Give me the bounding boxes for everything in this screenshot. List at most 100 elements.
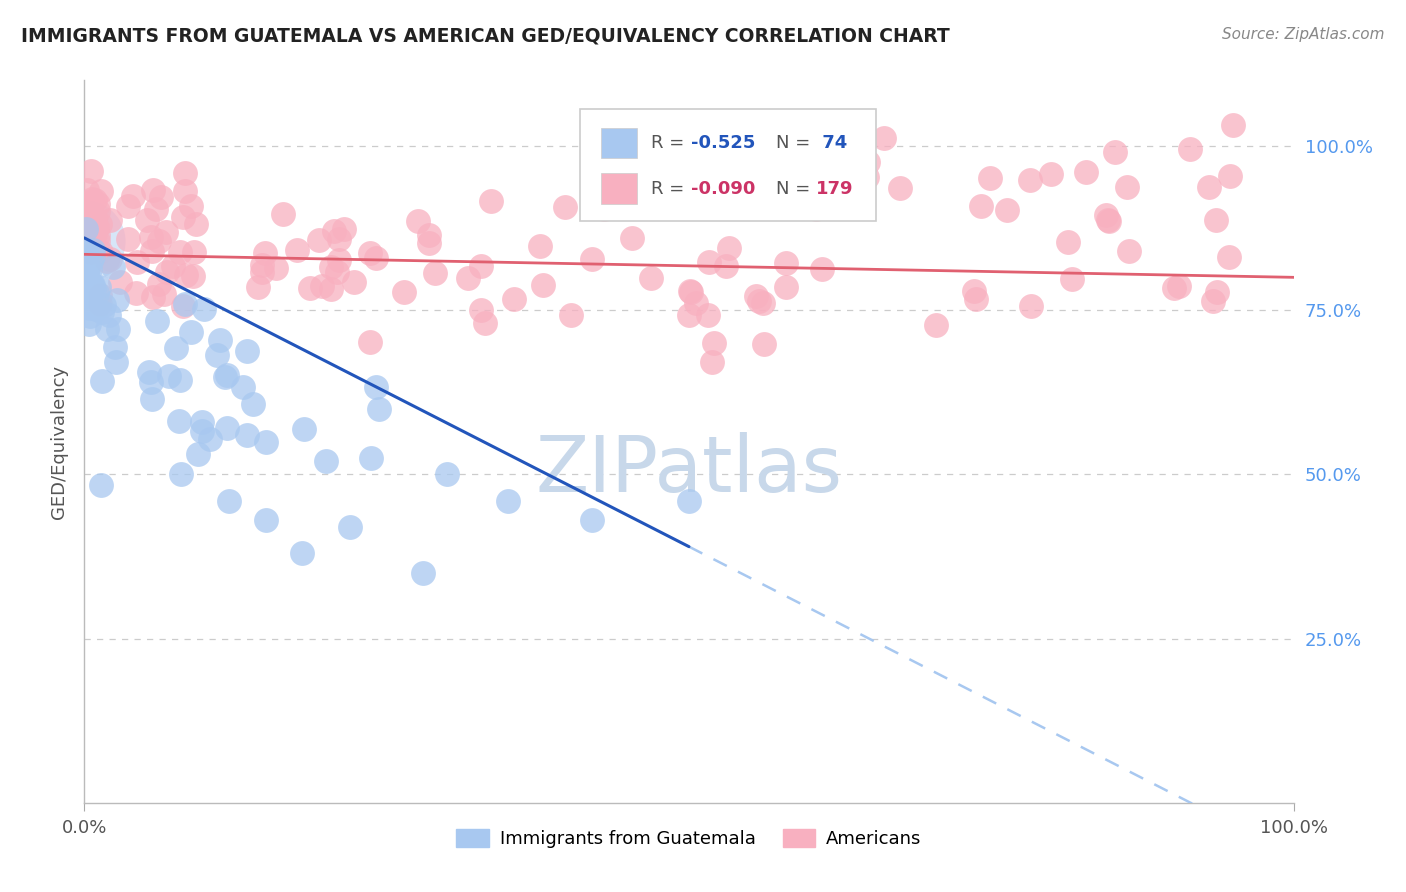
- Point: [236, 428, 259, 442]
- Point: [250, 265, 273, 279]
- Point: [169, 373, 191, 387]
- Point: [273, 207, 295, 221]
- Point: [98, 308, 121, 322]
- Point: [180, 325, 202, 339]
- Point: [965, 292, 987, 306]
- Point: [172, 210, 194, 224]
- Point: [681, 285, 703, 299]
- Point: [775, 256, 797, 270]
- Point: [1118, 244, 1140, 258]
- Point: [496, 493, 519, 508]
- Point: [592, 202, 614, 217]
- Point: [367, 401, 389, 416]
- Legend: Immigrants from Guatemala, Americans: Immigrants from Guatemala, Americans: [450, 822, 928, 855]
- Point: [108, 275, 131, 289]
- Point: [80, 254, 103, 268]
- Point: [146, 314, 169, 328]
- Point: [208, 333, 231, 347]
- Point: [679, 284, 702, 298]
- Point: [1074, 165, 1097, 179]
- Point: [75, 235, 97, 250]
- Point: [581, 252, 603, 266]
- Point: [702, 355, 724, 369]
- Point: [141, 244, 163, 258]
- Point: [80, 214, 103, 228]
- Point: [831, 194, 853, 209]
- Point: [173, 165, 195, 179]
- Point: [155, 225, 177, 239]
- Point: [75, 265, 97, 279]
- Point: [333, 221, 356, 235]
- Point: [181, 269, 204, 284]
- Point: [193, 302, 215, 317]
- Point: [75, 196, 97, 211]
- Point: [360, 450, 382, 465]
- Point: [83, 282, 105, 296]
- Point: [167, 414, 190, 428]
- Point: [80, 278, 103, 293]
- Point: [962, 284, 984, 298]
- Point: [84, 193, 107, 207]
- Point: [87, 203, 110, 218]
- Point: [323, 224, 346, 238]
- Point: [412, 566, 434, 580]
- Point: [117, 199, 139, 213]
- Point: [326, 265, 349, 279]
- Point: [855, 169, 877, 184]
- Point: [89, 297, 111, 311]
- Point: [87, 227, 110, 242]
- Point: [77, 226, 100, 240]
- Text: Source: ZipAtlas.com: Source: ZipAtlas.com: [1222, 27, 1385, 42]
- Point: [328, 252, 350, 267]
- Point: [969, 199, 991, 213]
- Point: [75, 221, 97, 235]
- Point: [343, 276, 366, 290]
- Point: [748, 293, 770, 308]
- Point: [83, 217, 105, 231]
- Point: [180, 199, 202, 213]
- Point: [89, 217, 111, 231]
- Point: [247, 280, 270, 294]
- Point: [198, 432, 221, 446]
- Point: [141, 376, 163, 390]
- Point: [174, 268, 197, 282]
- Point: [191, 425, 214, 439]
- Point: [77, 197, 100, 211]
- Y-axis label: GED/Equivalency: GED/Equivalency: [49, 365, 67, 518]
- Point: [75, 202, 97, 217]
- Point: [804, 158, 827, 172]
- Point: [75, 207, 97, 221]
- Point: [76, 203, 98, 218]
- Point: [1056, 235, 1078, 249]
- Text: 74: 74: [815, 134, 848, 153]
- Point: [481, 194, 503, 208]
- Text: R =: R =: [651, 179, 690, 198]
- Point: [75, 220, 97, 235]
- Point: [76, 216, 98, 230]
- Point: [75, 219, 97, 233]
- Text: 179: 179: [815, 179, 853, 198]
- Bar: [600, 128, 637, 158]
- Point: [183, 245, 205, 260]
- Point: [187, 447, 209, 461]
- Point: [98, 252, 121, 266]
- Point: [90, 305, 112, 319]
- Point: [117, 232, 139, 246]
- Text: IMMIGRANTS FROM GUATEMALA VS AMERICAN GED/EQUIVALENCY CORRELATION CHART: IMMIGRANTS FROM GUATEMALA VS AMERICAN GE…: [21, 27, 950, 45]
- Point: [79, 194, 101, 208]
- Point: [560, 308, 582, 322]
- Point: [1097, 213, 1119, 227]
- Point: [75, 251, 97, 265]
- Point: [75, 236, 97, 251]
- Point: [82, 278, 104, 293]
- Point: [87, 234, 110, 248]
- Point: [165, 341, 187, 355]
- Point: [191, 415, 214, 429]
- Point: [149, 190, 172, 204]
- Point: [254, 246, 277, 260]
- Point: [105, 293, 128, 307]
- Point: [800, 156, 823, 170]
- Point: [75, 233, 97, 247]
- Point: [531, 277, 554, 292]
- Point: [718, 242, 741, 256]
